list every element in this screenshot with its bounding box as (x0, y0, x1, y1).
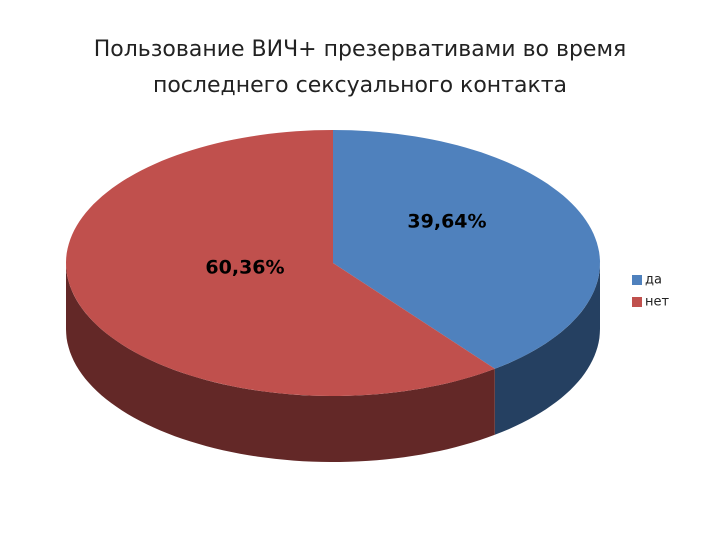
value-label: 60,36% (205, 257, 284, 279)
chart-title: последнего сексуального контакта (153, 73, 567, 98)
slice-side (494, 263, 600, 435)
value-label: 39,64% (407, 211, 486, 233)
legend-label: да (645, 273, 662, 288)
legend-swatch (632, 275, 642, 285)
slice-side (66, 263, 495, 462)
chart-title: Пользование ВИЧ+ презервативами во время (94, 37, 627, 62)
slice (66, 130, 495, 396)
legend-label: нет (645, 295, 669, 310)
legend-swatch (632, 297, 642, 307)
slice (333, 130, 600, 369)
